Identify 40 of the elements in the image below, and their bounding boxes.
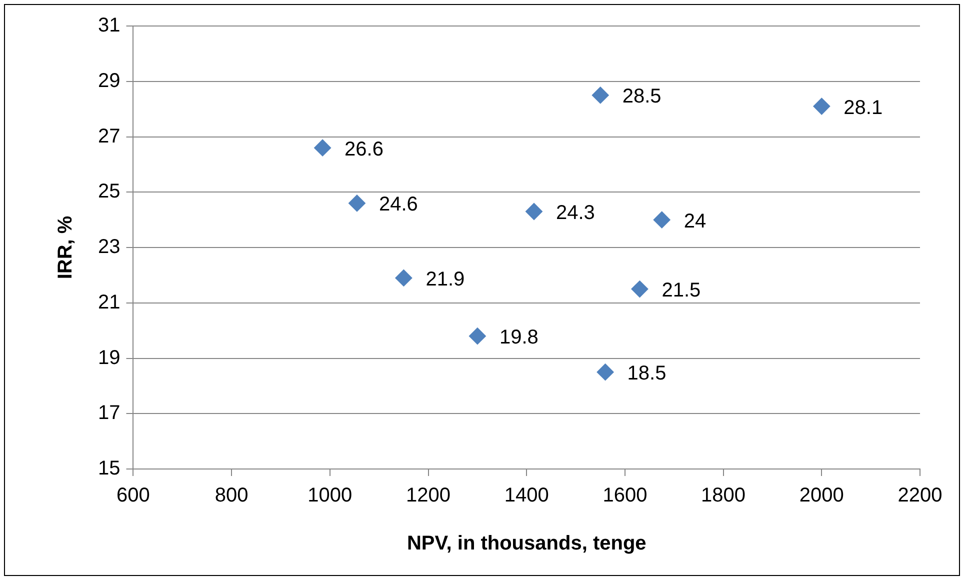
point (348, 194, 366, 212)
y-axis-title: IRR, % (54, 216, 77, 280)
x-tick-label: 2200 (898, 484, 942, 507)
point (395, 269, 412, 286)
y-tick-label: 21 (98, 291, 120, 314)
data-label: 26.6 (344, 138, 384, 160)
y-tick-label: 15 (98, 458, 120, 480)
y-tick-label: 19 (98, 346, 120, 369)
data-label: 28.1 (844, 96, 883, 119)
x-tick-label: 1400 (504, 484, 549, 507)
y-tick-label: 27 (98, 125, 120, 148)
point (526, 203, 542, 220)
point (314, 139, 332, 156)
x-tick-label: 1600 (602, 484, 648, 507)
data-label: 21.5 (662, 280, 701, 302)
data-label: 24.3 (556, 202, 595, 224)
data-label: 19.8 (499, 326, 538, 349)
data-label: 28.5 (622, 86, 662, 108)
point (631, 280, 648, 298)
data-label: 21.9 (426, 268, 465, 290)
point (592, 86, 609, 104)
data-label: 18.5 (627, 362, 666, 385)
point (468, 328, 486, 345)
x-tick-label: 600 (116, 484, 150, 507)
x-tick-label: 1000 (308, 484, 352, 507)
data-label: 24 (684, 210, 706, 232)
x-axis-title: NPV, in thousands, tenge (406, 532, 646, 555)
point (596, 364, 614, 381)
y-tick-label: 25 (98, 180, 120, 203)
data-label: 24.6 (378, 194, 418, 216)
y-tick-label: 31 (98, 14, 120, 37)
x-tick-label: 1800 (701, 484, 746, 507)
y-tick-label: 17 (98, 402, 120, 424)
y-tick-label: 23 (98, 236, 120, 258)
x-tick-label: 2000 (799, 484, 844, 507)
y-tick-label: 29 (98, 70, 120, 92)
point (653, 211, 670, 228)
point (813, 98, 830, 115)
x-tick-label: 800 (214, 484, 248, 507)
x-tick-label: 1200 (406, 484, 451, 507)
